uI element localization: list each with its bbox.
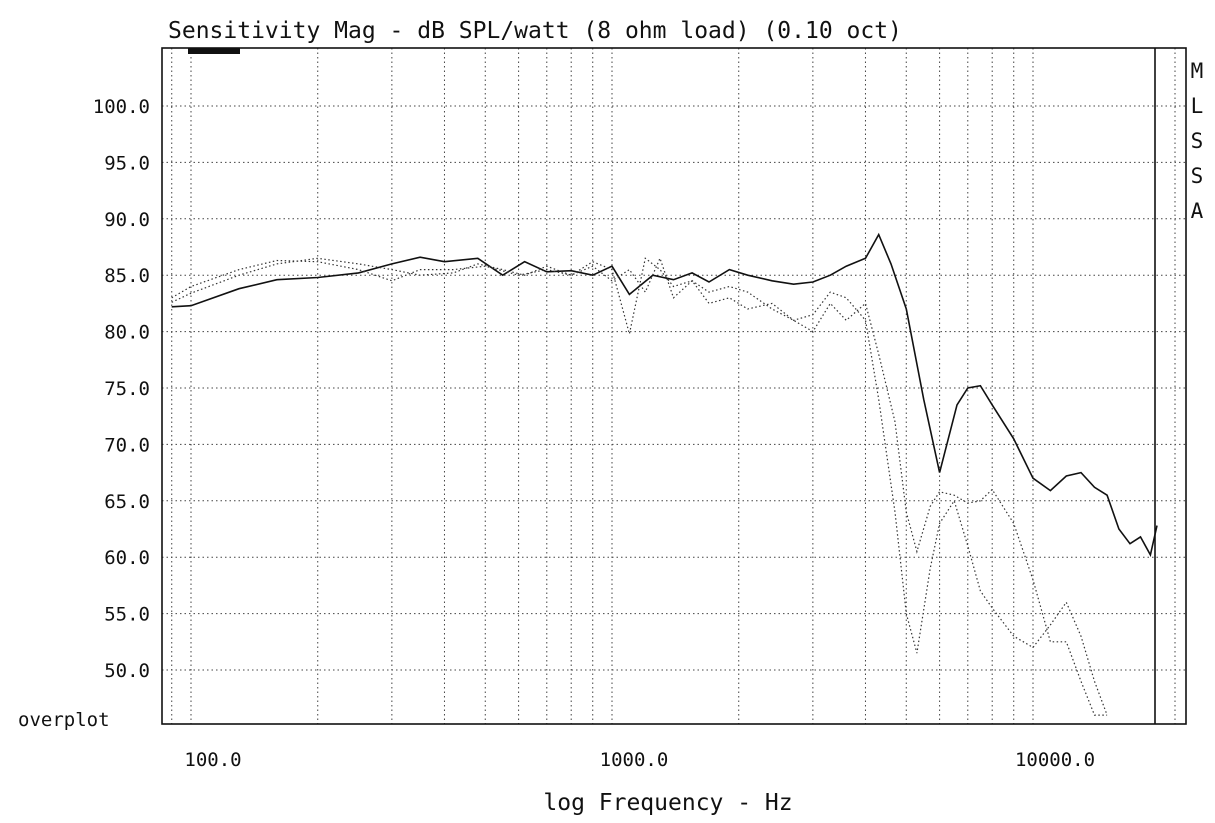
side-label-letter: S [1191,164,1204,188]
y-tick-label: 50.0 [104,660,150,682]
overplot-label: overplot [18,709,110,731]
y-tick-label: 70.0 [104,434,150,456]
series-line-3 [171,256,1108,716]
top-left-marker [188,48,240,54]
y-tick-label: 55.0 [104,604,150,626]
y-tick-label: 75.0 [104,378,150,400]
side-label-letter: L [1191,94,1204,118]
series-line-2 [171,257,1108,716]
plot-frame [161,47,1187,725]
x-tick-label: 1000.0 [600,749,669,771]
y-tick-label: 85.0 [104,265,150,287]
y-tick-label: 65.0 [104,491,150,513]
side-label-letter: A [1191,199,1204,223]
y-tick-label: 90.0 [104,209,150,231]
side-label-letter: M [1191,59,1204,83]
x-axis-ticks: 100.0 1000.0 10000.0 [184,749,1095,771]
y-tick-label: 80.0 [104,322,150,344]
series-line-1 [171,232,1158,558]
x-tick-label: 100.0 [184,749,241,771]
x-tick-label: 10000.0 [1015,749,1095,771]
y-axis-ticks: 50.0 55.0 60.0 65.0 70.0 75.0 80.0 85.0 90.0 95.0… [93,96,150,682]
chart-title: Sensitivity Mag - dB SPL/watt (8 ohm loa… [168,18,902,44]
y-tick-label: 100.0 [93,96,150,118]
y-tick-label: 95.0 [104,152,150,174]
y-tick-label: 60.0 [104,547,150,569]
x-axis-label: log Frequency - Hz [543,790,792,816]
chart-grid [162,48,1186,724]
chart-series [171,232,1158,716]
side-label-letter: S [1191,129,1204,153]
